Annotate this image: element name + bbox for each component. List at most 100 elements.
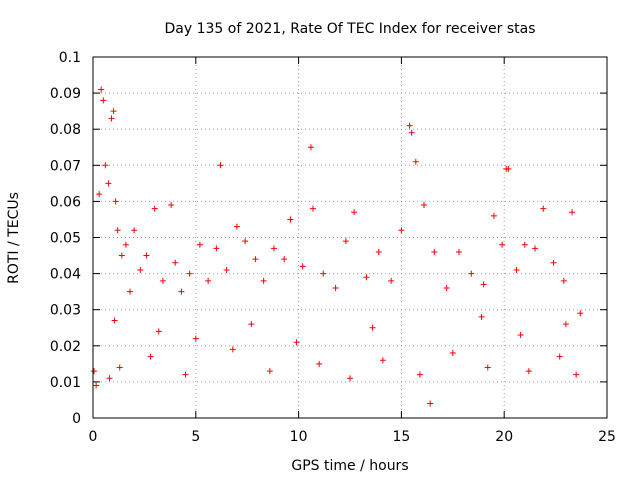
data-point (577, 310, 584, 317)
data-point (281, 256, 288, 263)
data-point (449, 350, 456, 357)
data-point (375, 248, 382, 255)
data-point (127, 288, 134, 295)
data-point (213, 245, 220, 252)
x-tick-label: 10 (290, 429, 308, 445)
data-point (379, 357, 386, 364)
data-point (517, 331, 524, 338)
data-point (143, 252, 150, 259)
data-point (252, 256, 259, 263)
data-point (505, 165, 512, 172)
data-point (248, 321, 255, 328)
data-point (316, 360, 323, 367)
data-point (560, 277, 567, 284)
data-point (532, 245, 539, 252)
chart-title: Day 135 of 2021, Rate Of TEC Index for r… (164, 21, 535, 37)
data-point (102, 162, 109, 169)
data-point (260, 277, 267, 284)
data-point (490, 212, 497, 219)
data-point (233, 223, 240, 230)
data-point (513, 266, 520, 273)
data-point (320, 270, 327, 277)
data-point (168, 202, 175, 209)
data-point (562, 321, 569, 328)
data-point (110, 108, 117, 115)
data-point (100, 97, 107, 104)
x-tick-label: 25 (598, 429, 616, 445)
data-point (412, 158, 419, 165)
y-tick-label: 0.07 (50, 158, 81, 174)
data-point (540, 205, 547, 212)
data-point (91, 368, 98, 375)
data-point (147, 353, 154, 360)
data-point (287, 216, 294, 223)
data-point (406, 122, 413, 129)
data-point (550, 259, 557, 266)
axis-ticks: 0 5 10 15 20 25 0 0.01 0.02 0.03 0.04 0.05 0.06 0.07 0… (50, 50, 616, 445)
data-point (178, 288, 185, 295)
data-point (98, 86, 105, 93)
data-point (499, 241, 506, 248)
data-point (299, 263, 306, 270)
data-point (443, 285, 450, 292)
data-point (118, 252, 125, 259)
data-point (266, 368, 273, 375)
data-point (347, 375, 353, 382)
data-point (93, 382, 100, 389)
data-point (111, 317, 118, 324)
data-point (416, 371, 423, 378)
data-point (205, 277, 212, 284)
data-point (229, 346, 236, 353)
data-point (427, 400, 434, 407)
data-point (151, 205, 158, 212)
data-point (112, 198, 119, 205)
data-point (270, 245, 277, 252)
data-point (106, 375, 113, 382)
y-tick-label: 0.09 (50, 86, 81, 102)
data-point (388, 277, 395, 284)
x-tick-label: 15 (392, 429, 410, 445)
data-point (122, 241, 129, 248)
data-point (484, 364, 491, 371)
y-tick-label: 0.01 (50, 375, 81, 391)
data-point (196, 241, 203, 248)
data-point (408, 129, 415, 136)
data-point (223, 266, 230, 273)
data-point (521, 241, 528, 248)
data-point (307, 144, 314, 151)
data-point (192, 335, 199, 342)
y-axis-label: ROTI / TECUs (6, 192, 22, 284)
data-point (351, 209, 358, 216)
data-point (242, 238, 249, 245)
data-point (525, 368, 532, 375)
y-tick-label: 0.06 (50, 194, 81, 210)
data-point (332, 285, 339, 292)
x-tick-label: 20 (495, 429, 513, 445)
data-point (421, 202, 428, 209)
data-point (369, 324, 376, 331)
y-tick-label: 0.04 (50, 267, 81, 283)
data-point (569, 209, 576, 216)
x-tick-label: 5 (191, 429, 200, 445)
data-point (309, 205, 316, 212)
x-tick-label: 0 (89, 429, 98, 445)
data-point (556, 353, 563, 360)
data-point (137, 266, 144, 273)
data-point (172, 259, 179, 266)
data-point (363, 274, 370, 281)
y-tick-label: 0.03 (50, 303, 81, 319)
data-point (455, 248, 462, 255)
data-point (342, 238, 349, 245)
data-point (114, 227, 121, 234)
y-tick-label: 0.02 (50, 339, 81, 355)
y-tick-label: 0.08 (50, 122, 81, 138)
data-point (131, 227, 138, 234)
data-point (159, 277, 166, 284)
data-point (398, 227, 405, 234)
x-axis-label: GPS time / hours (291, 458, 408, 474)
data-points (91, 86, 584, 407)
data-point (293, 339, 300, 346)
y-tick-label: 0 (72, 411, 81, 427)
data-point (468, 270, 475, 277)
